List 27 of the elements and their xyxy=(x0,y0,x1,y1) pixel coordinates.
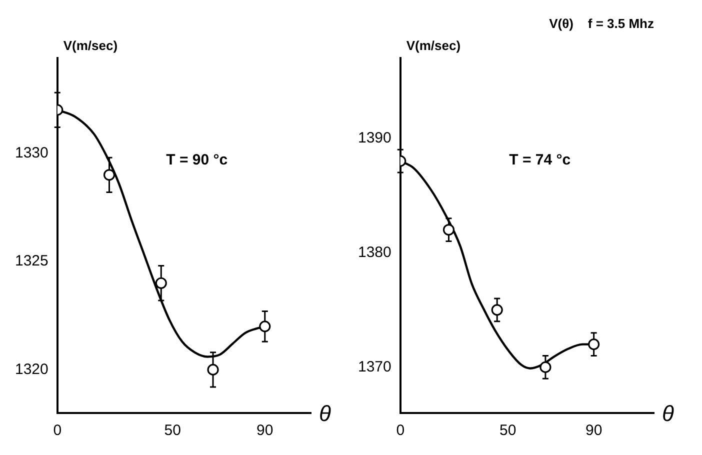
point xyxy=(491,304,503,316)
point xyxy=(155,277,167,289)
annotation: T = 90 °c xyxy=(166,152,228,168)
point xyxy=(442,224,455,236)
point xyxy=(588,338,600,350)
point xyxy=(259,320,271,332)
y-tick-label: 1330 xyxy=(14,144,48,162)
y-tick-label: 1325 xyxy=(14,252,48,270)
annotation: T = 74 °c xyxy=(509,152,571,168)
y-tick-label: 1390 xyxy=(358,129,392,146)
point xyxy=(207,364,219,376)
y-tick-label: 1370 xyxy=(358,358,392,376)
x-tick-label: 50 xyxy=(164,422,181,440)
y-axis-title: V(m/sec) xyxy=(63,38,118,53)
x-tick-label: 50 xyxy=(499,422,516,440)
x-tick-label: 0 xyxy=(53,422,62,440)
x-axis-title: θ xyxy=(319,401,331,426)
x-axis-title: θ xyxy=(662,401,674,426)
point xyxy=(540,361,552,373)
chart-title: V(θ) f = 3.5 Mhz xyxy=(549,16,654,31)
x-tick-label: 90 xyxy=(256,422,274,440)
y-tick-label: 1380 xyxy=(358,244,392,261)
point xyxy=(103,169,116,181)
x-tick-label: 0 xyxy=(396,422,405,440)
y-axis-title: V(m/sec) xyxy=(406,38,461,53)
x-tick-label: 90 xyxy=(585,422,602,440)
y-tick-label: 1320 xyxy=(14,360,48,378)
